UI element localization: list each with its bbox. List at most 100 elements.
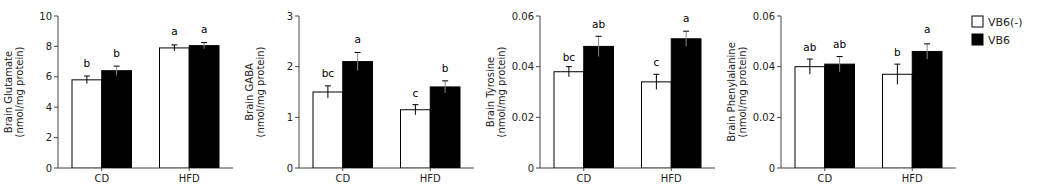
y-axis-label-line: Brain GABA — [244, 63, 255, 121]
error-bar — [84, 76, 90, 84]
error-bar — [412, 105, 418, 115]
error-line — [445, 81, 446, 93]
x-tick-label: HFD — [902, 173, 923, 184]
bar — [401, 110, 431, 168]
error-line — [686, 31, 687, 46]
x-tick — [583, 168, 584, 171]
significance-label: ab — [833, 38, 846, 50]
bar — [343, 62, 373, 168]
significance-label: b — [113, 47, 120, 59]
error-line — [357, 52, 358, 70]
error-cap — [114, 66, 120, 67]
bar — [313, 92, 343, 168]
error-cap — [355, 52, 361, 53]
y-axis-label-line: (nmol/mg protein) — [14, 46, 25, 137]
error-line — [839, 57, 840, 72]
significance-label: a — [171, 25, 177, 37]
y-tick-label: 0 — [769, 163, 775, 174]
x-tick-label: CD — [817, 173, 832, 184]
legend: VB6(-) VB6 — [972, 16, 1023, 47]
x-tick — [101, 168, 102, 171]
error-bar — [924, 44, 930, 59]
y-tick-label: 0.04 — [753, 61, 775, 72]
legend-label: VB6 — [988, 34, 1010, 47]
x-tick — [671, 168, 672, 171]
y-tick-label: 10 — [39, 11, 52, 22]
error-line — [174, 45, 175, 51]
y-tick — [536, 117, 540, 118]
bar — [102, 71, 132, 168]
y-axis — [299, 16, 300, 168]
error-cap — [894, 64, 900, 65]
marks — [313, 52, 460, 168]
error-cap — [325, 85, 331, 86]
error-line — [927, 44, 928, 59]
y-tick — [54, 46, 58, 47]
significance-label: ab — [803, 41, 816, 53]
y-tick-label: 0.06 — [753, 11, 775, 22]
legend-label: VB6(-) — [988, 16, 1023, 29]
bar — [160, 48, 190, 168]
bar — [883, 74, 913, 168]
significance-label: a — [201, 23, 207, 35]
bar — [825, 64, 855, 168]
error-bar — [807, 59, 813, 74]
y-tick — [54, 16, 58, 17]
error-bar — [325, 86, 331, 98]
significance-label: bc — [322, 67, 335, 79]
panel: 00.020.040.06CDHFDBrain Phenylalanine(nm… — [726, 11, 956, 185]
error-cap — [924, 43, 930, 44]
significance-label: a — [683, 12, 689, 24]
y-axis — [781, 16, 782, 168]
error-cap — [596, 36, 602, 37]
y-axis-label: Brain GABA(nmol/mg protein) — [244, 46, 266, 137]
error-line — [656, 74, 657, 89]
y-tick-label: 4 — [46, 102, 52, 113]
y-tick-label: 0 — [528, 163, 534, 174]
error-line — [415, 105, 416, 115]
bar — [554, 72, 584, 168]
error-line — [116, 66, 117, 75]
y-tick-label: 0.06 — [512, 11, 534, 22]
x-tick-label: CD — [94, 173, 109, 184]
y-axis-label: Brain Glutamate(nmol/mg protein) — [3, 46, 25, 137]
y-tick — [295, 66, 299, 67]
panel: 0246810CDHFDBrain Glutamate(nmol/mg prot… — [3, 11, 233, 185]
marks — [554, 31, 701, 168]
y-axis-label-line: Brain Glutamate — [3, 51, 14, 133]
bar — [189, 46, 219, 168]
bar — [642, 82, 672, 168]
error-cap — [807, 59, 813, 60]
y-tick — [295, 168, 299, 169]
significance-label: a — [354, 33, 360, 45]
y-tick-label: 0 — [46, 163, 52, 174]
error-line — [86, 76, 87, 84]
y-tick-label: 2 — [287, 61, 293, 72]
bar — [795, 67, 825, 168]
error-bar — [566, 67, 572, 77]
x-tick — [342, 168, 343, 171]
error-cap — [412, 104, 418, 105]
y-axis — [540, 16, 541, 168]
panel: 0123CDHFDBrain GABA(nmol/mg protein)bcca… — [244, 11, 474, 185]
y-axis-label-line: Brain Tyrosine — [485, 57, 496, 127]
y-tick-label: 1 — [287, 112, 293, 123]
significance-label: bc — [563, 51, 576, 63]
error-bar — [355, 52, 361, 70]
significance-label: b — [894, 46, 901, 58]
panel: 00.020.040.06CDHFDBrain Tyrosine(nmol/mg… — [485, 11, 715, 185]
y-axis — [58, 16, 59, 168]
error-cap — [683, 31, 689, 32]
y-tick — [536, 16, 540, 17]
error-cap — [442, 80, 448, 81]
y-axis-label-line: (nmol/mg protein) — [496, 46, 507, 137]
x-tick-label: HFD — [661, 173, 682, 184]
bar — [671, 39, 701, 168]
error-cap — [201, 42, 207, 43]
y-axis-label-line: Brain Phenylalanine — [726, 42, 737, 142]
y-tick-label: 3 — [287, 11, 293, 22]
y-tick — [54, 76, 58, 77]
bar — [912, 51, 942, 168]
x-tick — [189, 168, 190, 171]
y-tick — [777, 168, 781, 169]
